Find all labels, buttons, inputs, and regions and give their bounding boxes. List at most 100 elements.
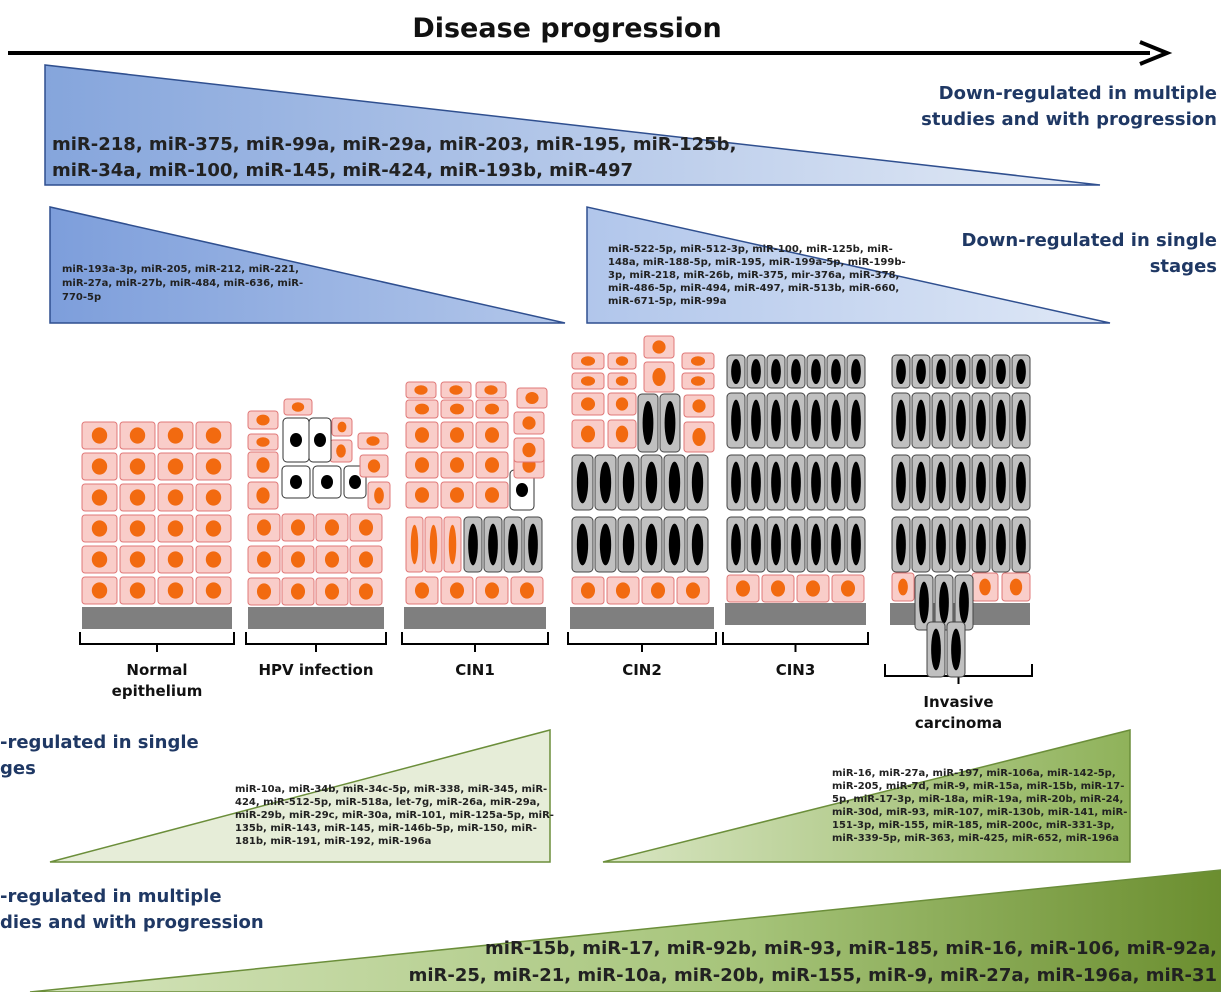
figure: Disease progression Down-regulated in mu… [0,0,1221,992]
section-label: Down-regulated in single [962,230,1218,251]
nucleus [484,385,497,395]
nucleus [979,579,990,596]
nucleus [415,404,429,415]
nucleus [581,397,595,410]
nucleus [168,551,183,567]
nucleus [206,458,221,474]
nucleus [468,524,478,566]
mirna-list: 770-5p [62,292,101,303]
nucleus [359,551,373,567]
section-label: dies and with progression [0,912,264,933]
stage-bracket [723,632,868,652]
basement [404,607,546,629]
mirna-list: miR-15b, miR-17, miR-92b, miR-93, miR-18… [485,938,1217,959]
nucleus [976,400,986,442]
nucleus [643,401,654,445]
basement [248,607,384,629]
stage-label: carcinoma [915,714,1002,732]
nucleus [956,400,966,442]
nucleus [996,524,1006,566]
nucleus [92,582,107,598]
nucleus [771,359,781,384]
nucleus [449,525,456,565]
nucleus [1010,579,1022,596]
nucleus [751,359,761,384]
nucleus [896,400,906,442]
nucleus [485,582,499,598]
nucleus [831,359,841,384]
nucleus [92,427,107,443]
epithelium-cells [80,336,1032,684]
nucleus [450,427,464,443]
nucleus [736,580,750,596]
nucleus [600,524,611,566]
nucleus [896,462,906,504]
nucleus [691,356,705,366]
nucleus [936,359,946,384]
nucleus [956,524,966,566]
nucleus [751,400,761,442]
section-label: stages [1150,256,1217,277]
nucleus [168,427,183,443]
nucleus [450,457,464,473]
section-label: ges [0,758,36,779]
nucleus [485,404,499,415]
section-label: -regulated in multiple [0,886,222,907]
mirna-list: miR-486-5p, miR-494, miR-497, miR-513b, … [608,283,899,294]
nucleus [256,457,269,473]
section-label: Down-regulated in multiple [939,83,1217,104]
nucleus [811,400,821,442]
nucleus [616,397,628,410]
nucleus [771,524,781,566]
section-label: -regulated in single [0,732,199,753]
nucleus [936,400,946,442]
mirna-list: 151-3p, miR-155, miR-185, miR-200c, miR-… [832,820,1115,831]
nucleus [168,520,183,536]
mirna-list: miR-29b, miR-29c, miR-30a, miR-101, miR-… [235,810,554,821]
nucleus [931,629,941,671]
nucleus [646,462,657,504]
nucleus [939,582,949,624]
stage-bracket [568,632,716,652]
nucleus [349,475,361,489]
nucleus [374,487,384,503]
nucleus [936,524,946,566]
mirna-list: 5p, miR-17-3p, miR-18a, miR-19a, miR-20b… [832,794,1123,805]
nucleus [130,427,145,443]
mirna-list: miR-34a, miR-100, miR-145, miR-424, miR-… [52,160,633,181]
nucleus [831,400,841,442]
nucleus [130,489,145,505]
section-label: studies and with progression [921,109,1217,130]
nucleus [291,551,305,567]
title: Disease progression [412,13,721,44]
nucleus [256,415,269,426]
nucleus [791,462,801,504]
stage-label: epithelium [112,682,203,700]
mirna-list: 148a, miR-188-5p, miR-195, miR-199a-5p, … [608,257,906,268]
nucleus [623,524,634,566]
nucleus [651,582,665,598]
stage-label: CIN3 [776,661,816,679]
nucleus [257,519,271,535]
nucleus [92,551,107,567]
nucleus [581,376,595,386]
nucleus [525,392,538,404]
nucleus [168,582,183,598]
nucleus [449,385,462,395]
nucleus [896,359,906,384]
nucleus [616,356,628,366]
nucleus [520,582,534,598]
nucleus [731,400,741,442]
nucleus [692,428,705,446]
nucleus [692,462,703,504]
nucleus [791,400,801,442]
nucleus [528,524,538,566]
nucleus [976,359,986,384]
nucleus [731,524,741,566]
nucleus [206,582,221,598]
nucleus [206,520,221,536]
nucleus [996,462,1006,504]
nucleus [257,583,271,599]
nucleus [206,427,221,443]
nucleus [691,376,705,386]
